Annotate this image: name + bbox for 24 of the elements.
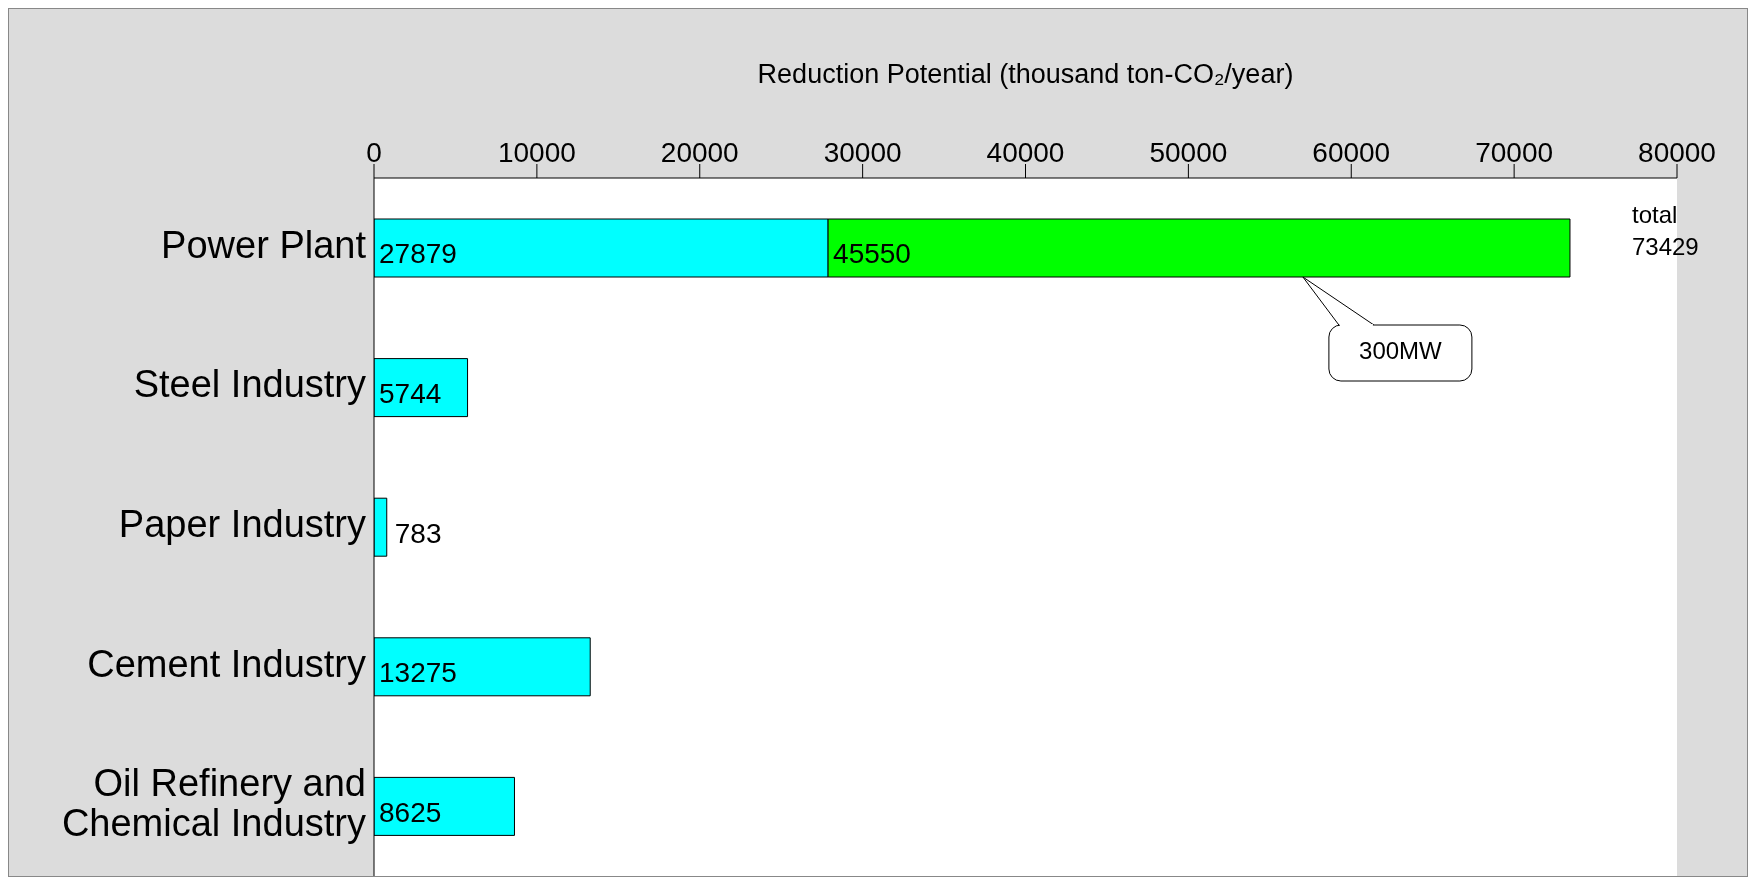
x-tick-label: 10000 [497, 137, 576, 168]
y-tick-label: Cement Industry [87, 642, 366, 685]
callout-box: 300MW [1302, 276, 1473, 382]
x-tick-label: 80000 [1638, 137, 1716, 168]
total-label: total 73429 [1631, 201, 1699, 260]
data-label: 783 [394, 517, 442, 549]
data-label: 5744 [379, 377, 442, 409]
y-tick-label: Oil Refinery and Chemical Industry [61, 762, 366, 845]
y-tick-label: Paper Industry [118, 503, 366, 546]
x-tick-label: 40000 [986, 137, 1065, 168]
x-tick-label: 50000 [1149, 137, 1228, 168]
annotation: 300MW [1359, 337, 1443, 365]
x-tick-label: 30000 [823, 137, 902, 168]
x-tick-label: 0 [366, 137, 382, 168]
x-tick-label: 60000 [1312, 137, 1391, 168]
data-label: 27879 [379, 238, 457, 270]
x-tick-label: 70000 [1475, 137, 1554, 168]
data-label: 8625 [379, 796, 442, 828]
x-tick-label: 20000 [660, 137, 739, 168]
data-label: 45550 [833, 238, 911, 270]
x-axis-title: Reduction Potential (thousand ton-CO₂/year) [757, 59, 1294, 90]
y-tick-label: Steel Industry [133, 363, 366, 406]
data-label: 13275 [379, 657, 457, 689]
y-tick-label: Power Plant [161, 223, 367, 266]
